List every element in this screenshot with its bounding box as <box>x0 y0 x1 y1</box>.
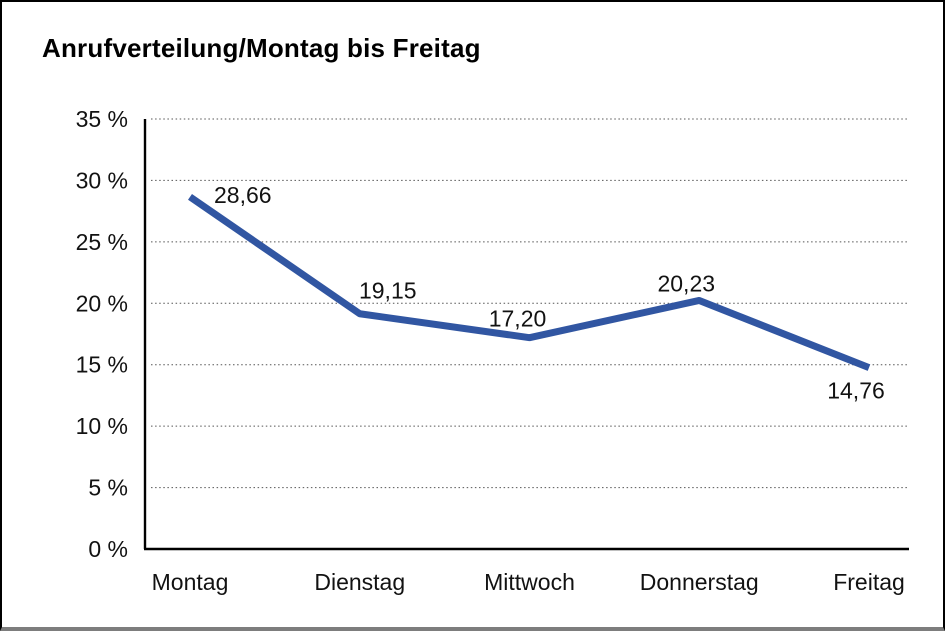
x-category-label: Montag <box>152 569 229 595</box>
y-tick-label: 20 % <box>76 290 128 316</box>
x-category-label: Freitag <box>833 569 905 595</box>
data-line[interactable] <box>188 194 871 371</box>
chart-title: Anrufverteilung/Montag bis Freitag <box>42 33 481 63</box>
x-category-label: Dienstag <box>314 569 405 595</box>
data-point-label: 17,20 <box>489 306 547 332</box>
y-tick-label: 0 % <box>88 536 128 562</box>
y-tick-label: 5 % <box>88 475 128 501</box>
data-point-label: 28,66 <box>214 182 272 208</box>
data-point-label: 20,23 <box>657 270 715 296</box>
y-tick-label: 10 % <box>76 413 128 439</box>
x-category-label: Mittwoch <box>484 569 575 595</box>
data-point-label: 19,15 <box>359 278 417 304</box>
y-tick-label: 15 % <box>76 352 128 378</box>
y-tick-label: 25 % <box>76 229 128 255</box>
data-point-label: 14,76 <box>827 378 885 404</box>
y-tick-label: 30 % <box>76 167 128 193</box>
y-tick-label: 35 % <box>76 106 128 132</box>
x-category-label: Donnerstag <box>640 569 759 595</box>
